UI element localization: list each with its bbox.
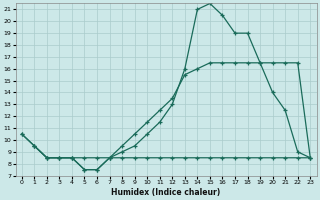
X-axis label: Humidex (Indice chaleur): Humidex (Indice chaleur) xyxy=(111,188,221,197)
